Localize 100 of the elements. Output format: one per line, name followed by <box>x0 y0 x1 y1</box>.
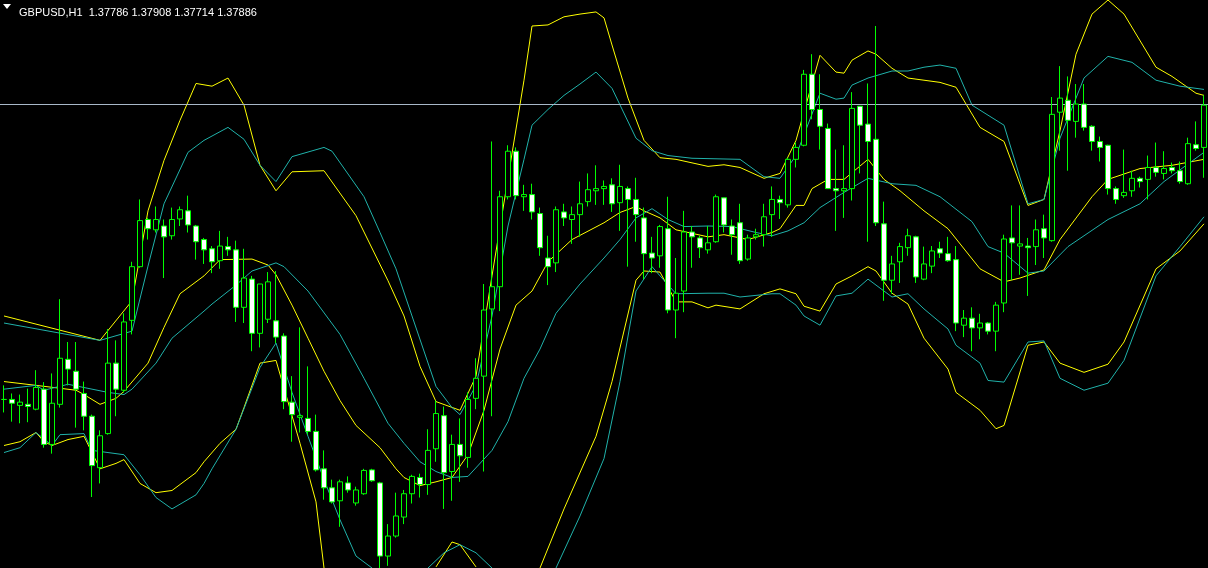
candlestick <box>73 341 79 429</box>
candlestick <box>617 164 623 232</box>
candlestick <box>1041 214 1047 259</box>
candlestick <box>849 91 855 202</box>
candlestick <box>1137 176 1143 189</box>
candlestick <box>185 195 191 234</box>
candlestick <box>521 184 527 212</box>
candlestick <box>737 203 743 265</box>
candlestick <box>105 328 111 436</box>
candlestick <box>337 479 343 528</box>
candlestick <box>417 473 423 499</box>
candlestick <box>265 271 271 324</box>
candlestick <box>1057 65 1063 152</box>
candlestick <box>641 207 647 280</box>
candlestick <box>161 219 167 279</box>
candlestick <box>713 194 719 244</box>
candlestick <box>1129 170 1135 198</box>
candlestick <box>345 475 351 494</box>
candlestick <box>369 468 375 483</box>
candlestick <box>441 405 447 510</box>
candlestick <box>385 523 391 567</box>
candlestick <box>9 392 15 423</box>
candlestick <box>809 53 815 120</box>
candlestick <box>457 417 463 483</box>
candlestick <box>1097 136 1103 163</box>
candlestick <box>1089 124 1095 152</box>
candlestick <box>857 105 863 174</box>
candlestick <box>281 332 287 410</box>
candlestick <box>489 140 495 417</box>
candlestick <box>1153 142 1159 178</box>
candlestick <box>153 206 159 234</box>
candlestick <box>49 372 55 455</box>
candlestick <box>1 384 7 413</box>
candlestick <box>729 219 735 256</box>
candlestick <box>1017 204 1023 276</box>
candlestick <box>769 185 775 238</box>
candlestick <box>625 185 631 268</box>
candlestick <box>81 381 87 431</box>
candlestick <box>57 298 63 409</box>
candlestick <box>801 69 807 147</box>
candlestick <box>777 195 783 220</box>
candlestick <box>833 149 839 232</box>
candlestick <box>65 341 71 386</box>
candlestick <box>753 228 759 241</box>
candlestick <box>1121 149 1127 199</box>
candlestick <box>409 474 415 504</box>
candlestick <box>553 206 559 273</box>
candlestick <box>497 190 503 312</box>
candlestick <box>657 224 663 269</box>
candlestick <box>41 381 47 449</box>
candlestick <box>393 492 399 539</box>
candlestick <box>1193 120 1199 152</box>
candlestick <box>929 245 935 274</box>
candlestick <box>633 177 639 243</box>
candlestick <box>537 207 543 257</box>
candlestick <box>1113 185 1119 205</box>
candlestick <box>1105 144 1111 196</box>
candlestick <box>977 313 983 340</box>
candlestick <box>401 489 407 525</box>
candlestick <box>473 357 479 410</box>
candlestick <box>873 25 879 227</box>
candlestick <box>905 228 911 257</box>
candlestick <box>505 144 511 200</box>
chart-title: GBPUSD,H1 1.37786 1.37908 1.37714 1.37886 <box>19 5 257 18</box>
candlestick <box>425 428 431 496</box>
candlestick <box>113 339 119 417</box>
candlestick <box>1145 155 1151 200</box>
candlestick <box>569 206 575 245</box>
candlestick <box>233 240 239 323</box>
candlestick <box>209 245 215 274</box>
candlestick <box>1081 83 1087 132</box>
candlestick <box>705 225 711 255</box>
candlestick <box>1025 237 1031 297</box>
candlestick <box>609 177 615 213</box>
candlestick <box>321 449 327 501</box>
candlestick <box>289 375 295 443</box>
candlestick <box>969 306 975 352</box>
candlestick <box>353 486 359 507</box>
candlestick <box>665 196 671 314</box>
candlestick <box>433 400 439 463</box>
candlestick <box>377 481 383 568</box>
candlestick <box>1049 96 1055 243</box>
candlestick <box>17 394 23 424</box>
candlestick <box>97 429 103 484</box>
candlestick <box>577 181 583 238</box>
candlestick <box>193 224 199 261</box>
candlestick <box>1185 137 1191 186</box>
candlestick <box>601 179 607 206</box>
candlestick <box>121 312 127 393</box>
candlestick <box>825 123 831 190</box>
candlestick <box>1065 75 1071 172</box>
candlestick <box>33 369 39 411</box>
candlestick <box>305 365 311 436</box>
candlestick <box>817 73 823 151</box>
candlestick <box>329 479 335 504</box>
candlestick <box>689 225 695 269</box>
candlestick <box>297 326 303 433</box>
candlestick <box>313 414 319 473</box>
candlestick <box>1169 162 1175 174</box>
candlestick <box>89 414 95 498</box>
